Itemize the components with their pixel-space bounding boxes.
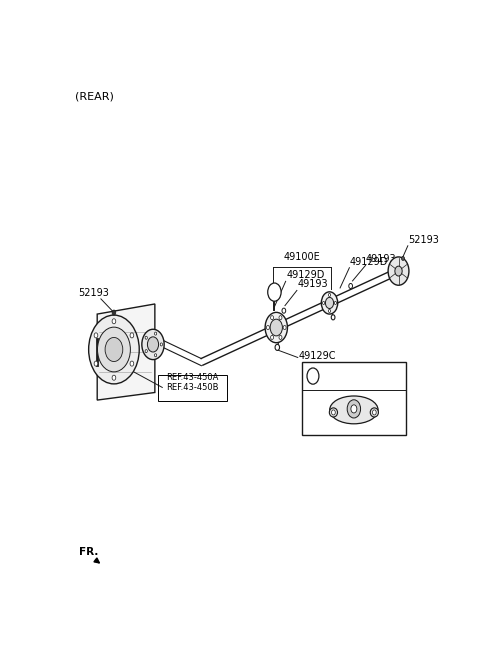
Polygon shape [97, 304, 155, 400]
Text: FR.: FR. [79, 547, 98, 557]
Circle shape [372, 410, 376, 415]
Circle shape [268, 283, 281, 301]
Ellipse shape [330, 396, 378, 424]
Circle shape [97, 327, 131, 372]
Circle shape [266, 325, 269, 330]
Circle shape [142, 329, 164, 359]
Circle shape [328, 294, 331, 296]
Circle shape [321, 292, 338, 314]
Circle shape [265, 312, 288, 343]
Text: REF.43-450B: REF.43-450B [166, 384, 218, 392]
Circle shape [145, 350, 147, 353]
Text: a: a [272, 288, 277, 296]
Circle shape [155, 332, 156, 335]
FancyBboxPatch shape [302, 362, 406, 436]
Text: 49129D: 49129D [287, 270, 325, 281]
Circle shape [270, 319, 282, 336]
Circle shape [112, 319, 116, 324]
Text: REF.43-450A: REF.43-450A [166, 373, 218, 382]
Circle shape [328, 309, 331, 313]
Circle shape [283, 325, 286, 330]
Circle shape [349, 283, 352, 288]
Ellipse shape [329, 408, 337, 417]
Circle shape [130, 361, 134, 366]
Circle shape [395, 266, 402, 276]
Ellipse shape [370, 408, 378, 417]
Circle shape [282, 308, 286, 313]
Circle shape [334, 302, 336, 304]
Circle shape [331, 315, 335, 320]
Text: 52193: 52193 [78, 288, 109, 298]
Circle shape [401, 256, 405, 260]
Circle shape [271, 335, 274, 340]
Text: 49193: 49193 [298, 279, 328, 290]
Circle shape [94, 333, 98, 338]
Circle shape [271, 315, 274, 320]
Text: 49129D: 49129D [350, 257, 388, 267]
Circle shape [332, 410, 335, 415]
Text: 49193: 49193 [366, 254, 396, 264]
Circle shape [112, 375, 116, 380]
Circle shape [94, 361, 98, 366]
Circle shape [155, 353, 156, 357]
Circle shape [279, 335, 282, 340]
Circle shape [325, 298, 334, 309]
Circle shape [89, 315, 139, 384]
Circle shape [347, 399, 360, 418]
Circle shape [160, 343, 163, 346]
Circle shape [130, 333, 134, 338]
Circle shape [323, 302, 325, 304]
Circle shape [279, 315, 282, 320]
Circle shape [388, 257, 409, 285]
Text: 52193: 52193 [408, 235, 439, 245]
Text: a: a [310, 372, 316, 380]
Text: 49129C: 49129C [299, 351, 336, 361]
Circle shape [105, 338, 123, 361]
Text: (REAR): (REAR) [75, 91, 114, 101]
Circle shape [351, 405, 357, 413]
Circle shape [112, 310, 116, 315]
Circle shape [147, 337, 158, 352]
Circle shape [307, 368, 319, 384]
Text: 49100E: 49100E [284, 252, 320, 261]
Text: 49230: 49230 [324, 371, 354, 381]
Circle shape [275, 344, 279, 350]
Circle shape [145, 336, 147, 339]
